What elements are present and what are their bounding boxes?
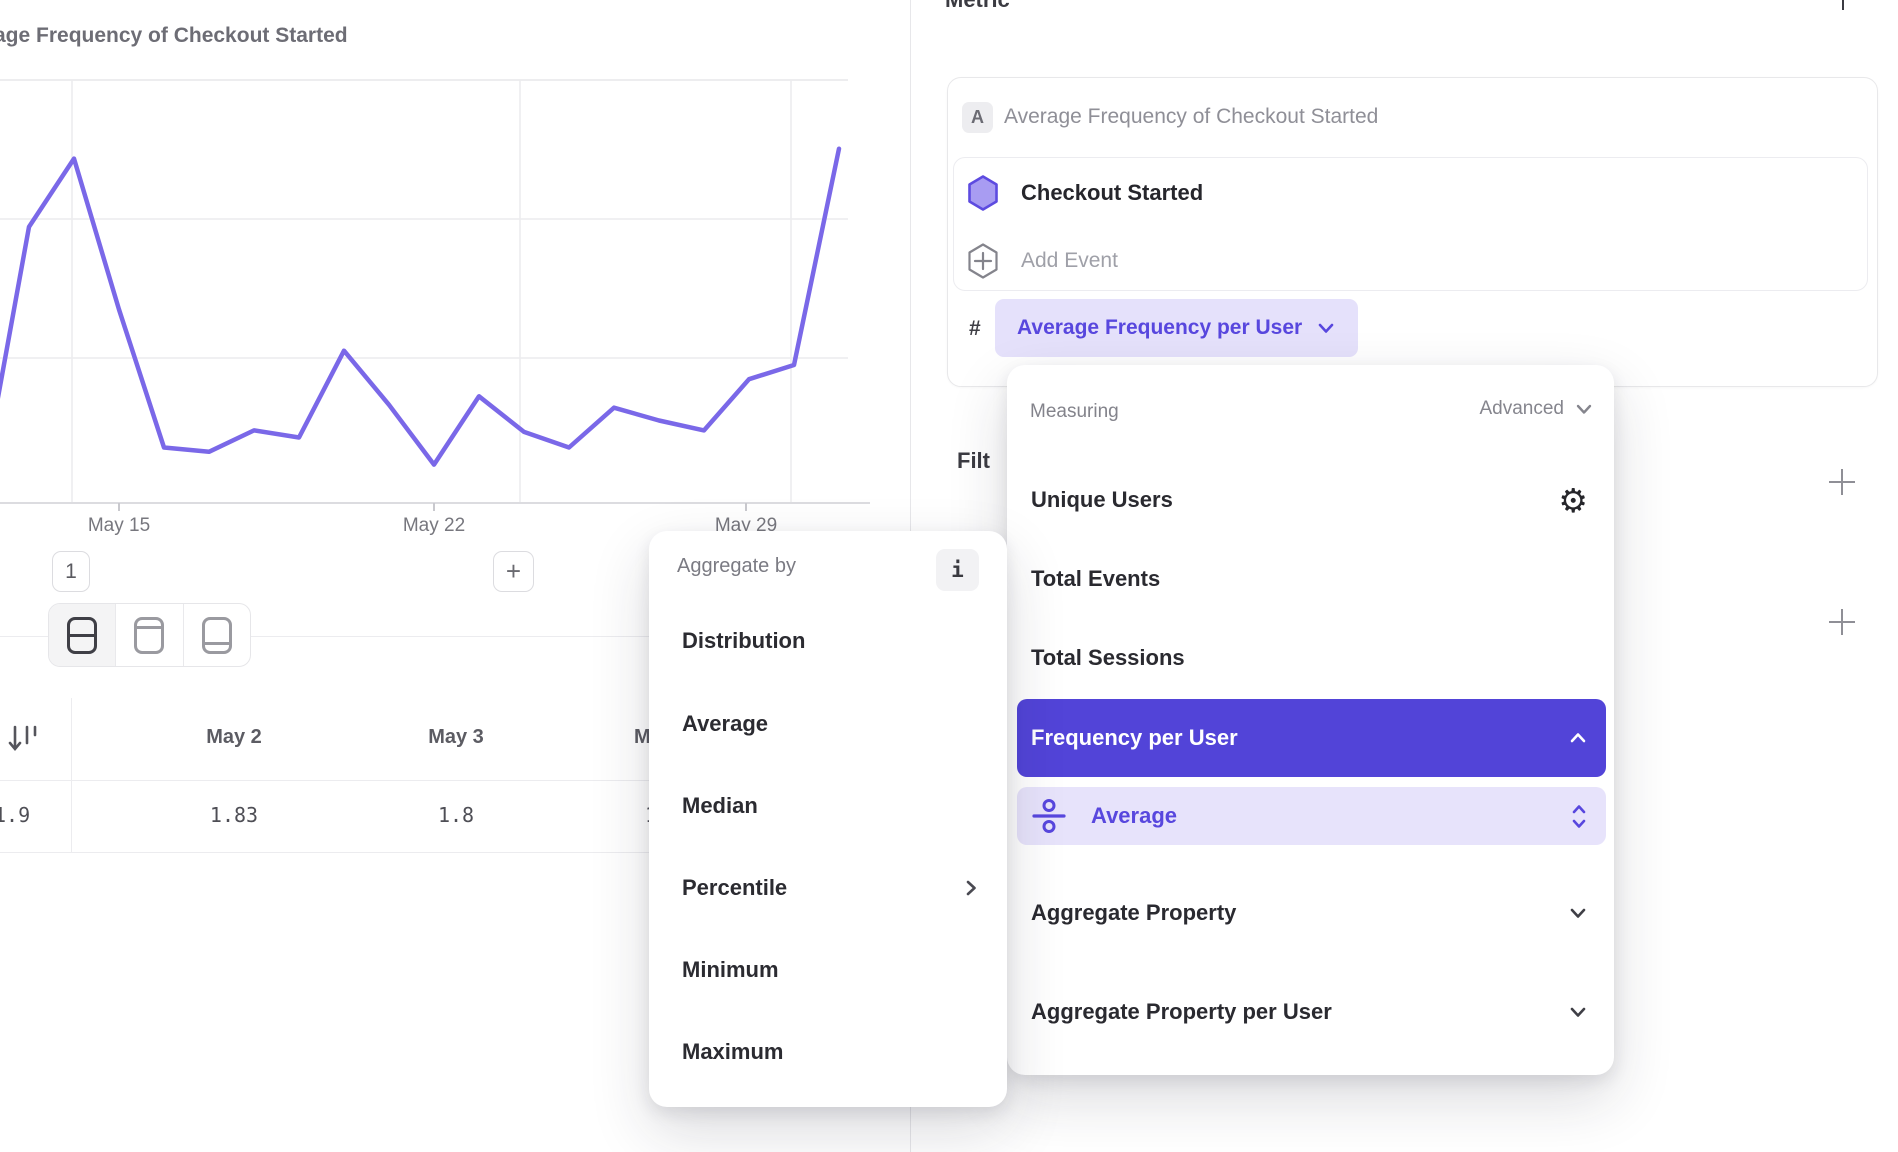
x-tick-label: May 29: [714, 515, 778, 536]
metric-section-heading: Metric: [945, 0, 1010, 13]
add-event-label: Add Event: [1021, 249, 1118, 272]
add-metric-button[interactable]: [1830, 0, 1856, 10]
option-label: Maximum: [682, 1039, 784, 1064]
measuring-option-average[interactable]: Average: [1017, 787, 1606, 845]
measuring-option-total-sessions[interactable]: Total Sessions: [1017, 627, 1606, 689]
measuring-label: Measuring: [1030, 401, 1119, 422]
table-row-border: [0, 852, 905, 853]
metric-letter-badge: A: [962, 102, 993, 133]
option-label: Median: [682, 793, 758, 818]
measuring-option-aggregate-property-per-user[interactable]: Aggregate Property per User: [1017, 981, 1606, 1043]
numeric-measure-symbol: #: [969, 317, 981, 340]
add-breakdown-button[interactable]: [1829, 609, 1855, 635]
option-label: Average: [682, 711, 769, 736]
option-label: Aggregate Property: [1031, 900, 1237, 925]
add-event-row[interactable]: Add Event: [967, 242, 1118, 280]
aggregate-option-distribution[interactable]: Distribution: [649, 612, 1007, 670]
filters-section-heading: Filt: [957, 448, 990, 473]
table-cell-may3: 1.8: [437, 803, 475, 827]
table-header-may2[interactable]: May 2: [206, 726, 262, 748]
line-chart[interactable]: [0, 0, 910, 600]
layout-split-button[interactable]: [49, 604, 117, 666]
measuring-option-aggregate-property[interactable]: Aggregate Property: [1017, 882, 1606, 944]
table-header-border: [0, 780, 905, 781]
measurement-chip[interactable]: Average Frequency per User: [995, 299, 1359, 357]
chevron-up-icon: [1570, 733, 1586, 743]
measuring-option-frequency-per-user[interactable]: Frequency per User: [1017, 699, 1606, 777]
aggregate-option-average[interactable]: Average: [649, 695, 1007, 753]
info-icon[interactable]: i: [936, 549, 979, 591]
advanced-label: Advanced: [1479, 398, 1564, 419]
layout-toggle: [48, 603, 251, 667]
option-label: Aggregate Property per User: [1031, 999, 1332, 1024]
option-label: Distribution: [682, 628, 806, 653]
option-label: Total Events: [1031, 566, 1161, 591]
gear-icon[interactable]: ⚙: [1558, 480, 1588, 520]
table-column-divider: [71, 698, 72, 852]
aggregate-option-maximum[interactable]: Maximum: [649, 1023, 1007, 1081]
chevron-down-icon: [1570, 1007, 1586, 1017]
option-label: Percentile: [682, 875, 788, 900]
chart-table-divider: [0, 636, 910, 637]
add-series-button[interactable]: +: [493, 551, 534, 592]
chevron-down-icon: [1576, 404, 1592, 414]
aggregate-by-title: Aggregate by: [677, 555, 796, 577]
option-label: Minimum: [682, 957, 779, 982]
aggregate-option-minimum[interactable]: Minimum: [649, 941, 1007, 999]
aggregate-option-median[interactable]: Median: [649, 777, 1007, 835]
chevron-down-icon: [1318, 323, 1334, 333]
option-label: Average: [1091, 803, 1178, 828]
table-cell-may2: 1.83: [209, 803, 259, 827]
chart-view-icon: [134, 616, 165, 654]
option-label: Frequency per User: [1031, 725, 1238, 750]
option-label: Total Sessions: [1031, 645, 1185, 670]
event-card: [953, 157, 1868, 291]
option-label: Unique Users: [1031, 487, 1173, 512]
metric-name[interactable]: Average Frequency of Checkout Started: [1004, 105, 1379, 128]
measuring-popover: Measuring Advanced Unique Users ⚙ Total Ev…: [1007, 365, 1614, 1075]
table-header-partial[interactable]: M: [634, 726, 651, 748]
chart-title: age Frequency of Checkout Started: [0, 24, 348, 47]
event-hexagon-icon: [968, 175, 998, 211]
advanced-mode-toggle[interactable]: Advanced: [1479, 398, 1594, 420]
measuring-option-total-events[interactable]: Total Events: [1017, 548, 1606, 610]
add-event-hexagon-icon: [968, 243, 998, 279]
chevron-down-icon: [1570, 908, 1586, 918]
layout-chart-button[interactable]: [116, 604, 184, 666]
series-count-button[interactable]: 1: [52, 551, 90, 592]
split-view-icon: [67, 616, 98, 654]
chevron-updown-icon: [1570, 803, 1588, 830]
event-name: Checkout Started: [1021, 180, 1204, 205]
event-row[interactable]: Checkout Started: [967, 174, 1203, 212]
table-cell-cut: 1.9: [0, 803, 31, 827]
layout-table-button[interactable]: [184, 604, 250, 666]
measurement-chip-label: Average Frequency per User: [1017, 316, 1303, 339]
aggregate-by-popover: Aggregate by i Distribution Average Median…: [649, 531, 1007, 1107]
sort-descending-icon[interactable]: [8, 724, 42, 754]
chevron-right-icon: [966, 880, 976, 896]
aggregate-option-percentile[interactable]: Percentile: [649, 859, 1007, 917]
x-tick-label: May 22: [402, 515, 466, 536]
add-filter-button[interactable]: [1829, 469, 1855, 495]
x-tick-label: May 15: [87, 515, 151, 536]
table-header-may3[interactable]: May 3: [428, 726, 484, 748]
measuring-option-unique-users[interactable]: Unique Users ⚙: [1017, 469, 1606, 531]
average-divide-icon: [1032, 799, 1066, 833]
table-view-icon: [201, 616, 232, 654]
